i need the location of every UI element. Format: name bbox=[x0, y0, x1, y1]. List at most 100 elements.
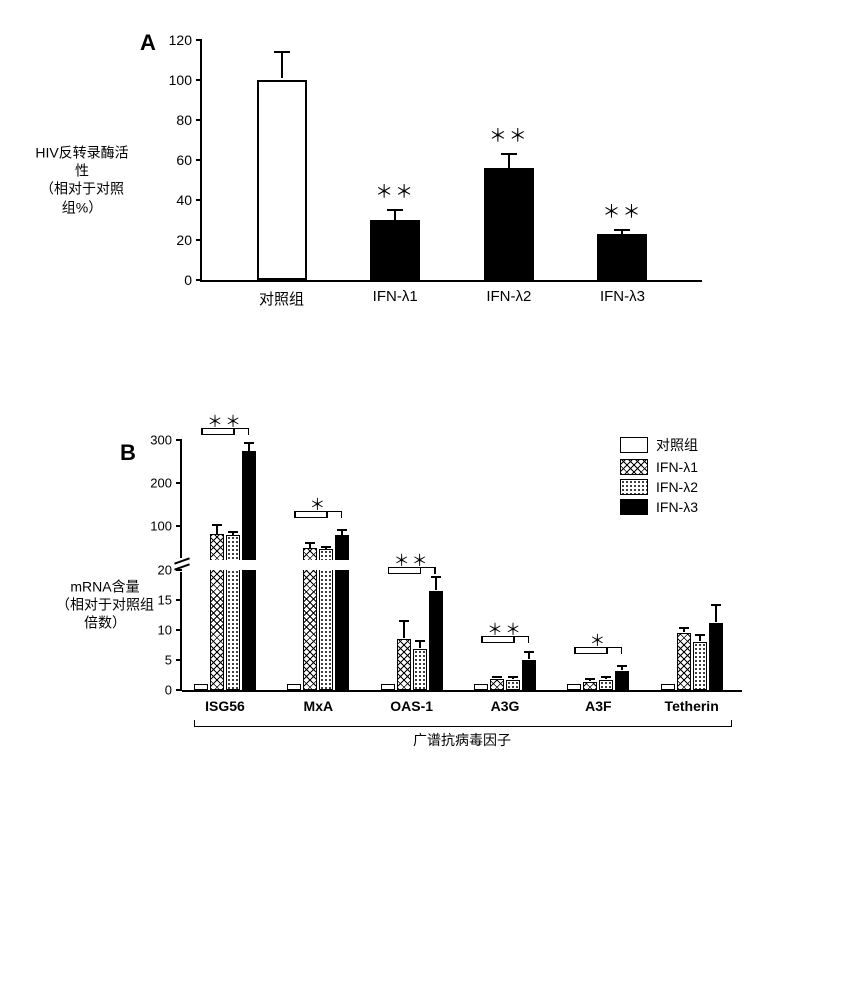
chart-b-errorcap bbox=[695, 634, 705, 636]
chart-b-errorbar bbox=[419, 641, 421, 648]
chart-b-bar bbox=[522, 660, 536, 690]
chart-b-bar bbox=[287, 684, 301, 690]
chart-a-errorcap bbox=[501, 153, 517, 155]
chart-b-errorbar bbox=[403, 621, 405, 638]
chart-a-xlabel: IFN-λ3 bbox=[600, 280, 645, 305]
chart-b: mRNA含量 （相对于对照组倍数） 05101520100200300ISG56… bbox=[100, 430, 780, 780]
legend-item: IFN-λ3 bbox=[620, 499, 698, 515]
legend-item: 对照组 bbox=[620, 435, 698, 455]
chart-a-ytick-label: 80 bbox=[176, 112, 202, 128]
chart-b-bar bbox=[210, 534, 224, 560]
chart-b-errorcap bbox=[524, 651, 534, 653]
chart-b-ytick-label: 15 bbox=[158, 593, 182, 608]
chart-a-errorbar bbox=[281, 52, 283, 78]
chart-b-bar bbox=[474, 684, 488, 690]
chart-b-xlabel: MxA bbox=[304, 698, 334, 714]
chart-b-errorcap bbox=[415, 640, 425, 642]
chart-b-errorcap bbox=[305, 542, 315, 544]
chart-a-xlabel: 对照组 bbox=[259, 280, 304, 309]
chart-b-lower-segment bbox=[182, 570, 742, 692]
chart-b-ylabel: mRNA含量 （相对于对照组倍数） bbox=[50, 578, 160, 633]
chart-b-bar bbox=[599, 680, 613, 690]
chart-b-bar bbox=[303, 548, 317, 560]
chart-b-sig: ＊＊ bbox=[207, 408, 243, 432]
legend-swatch bbox=[620, 459, 648, 475]
chart-b-errorcap bbox=[337, 529, 347, 531]
chart-b-errorcap bbox=[508, 676, 518, 678]
chart-a-bar bbox=[597, 234, 647, 280]
chart-b-xtitle: 广谱抗病毒因子 bbox=[413, 730, 511, 750]
chart-b-bar bbox=[226, 535, 240, 560]
chart-b-errorcap bbox=[679, 627, 689, 629]
chart-a-errorcap bbox=[614, 229, 630, 231]
chart-b-xlabel: OAS-1 bbox=[390, 698, 433, 714]
chart-b-xbracket bbox=[194, 720, 732, 727]
chart-b-sig: ＊ bbox=[309, 491, 327, 515]
chart-b-bar bbox=[319, 570, 333, 690]
chart-b-xlabel: A3F bbox=[585, 698, 611, 714]
chart-b-sig: ＊＊ bbox=[487, 616, 523, 640]
chart-b-bar bbox=[615, 671, 629, 690]
chart-b-bar bbox=[194, 684, 208, 690]
legend-swatch bbox=[620, 437, 648, 453]
chart-b-errorcap bbox=[585, 678, 595, 680]
chart-b-errorcap bbox=[492, 676, 502, 678]
chart-b-bar bbox=[335, 535, 349, 560]
chart-b-errorbar bbox=[435, 577, 437, 590]
chart-b-bar bbox=[210, 570, 224, 690]
chart-b-errorcap bbox=[244, 442, 254, 444]
legend-swatch bbox=[620, 479, 648, 495]
chart-b-bar bbox=[397, 639, 411, 690]
chart-b-bar bbox=[242, 451, 256, 560]
chart-a-xlabel: IFN-λ1 bbox=[373, 280, 418, 305]
chart-b-bar bbox=[567, 684, 581, 690]
chart-b-ytick-label: 0 bbox=[165, 683, 182, 698]
chart-b-errorcap bbox=[601, 676, 611, 678]
chart-b-bar bbox=[583, 682, 597, 690]
chart-b-bar bbox=[661, 684, 675, 690]
chart-a-bar bbox=[484, 168, 534, 280]
chart-b-errorcap bbox=[321, 546, 331, 548]
chart-a-errorcap bbox=[387, 209, 403, 211]
chart-b-errorcap bbox=[399, 620, 409, 622]
chart-b-sig-subbracket bbox=[201, 434, 233, 435]
chart-b-sig-subbracket bbox=[294, 517, 326, 518]
chart-b-sig-subbracket bbox=[481, 642, 513, 643]
chart-a-ytick-label: 40 bbox=[176, 192, 202, 208]
chart-a-bar bbox=[257, 80, 307, 280]
chart-b-bar bbox=[413, 649, 427, 690]
chart-a-plot-area: 020406080100120对照组IFN-λ1＊＊IFN-λ2＊＊IFN-λ3… bbox=[200, 40, 702, 282]
chart-b-bar bbox=[226, 570, 240, 690]
chart-b-bar bbox=[677, 633, 691, 690]
chart-b-ytick-label: 200 bbox=[150, 475, 182, 490]
chart-a-ytick-label: 100 bbox=[169, 72, 202, 88]
legend-swatch bbox=[620, 499, 648, 515]
chart-a-sig: ＊＊ bbox=[602, 198, 642, 224]
chart-b-ytick-label: 5 bbox=[165, 653, 182, 668]
chart-b-ytick-label: 10 bbox=[158, 623, 182, 638]
chart-b-bar bbox=[381, 684, 395, 690]
chart-b-bar bbox=[335, 570, 349, 690]
legend-label: 对照组 bbox=[656, 435, 698, 455]
chart-a-ytick-label: 60 bbox=[176, 152, 202, 168]
chart-b-bar bbox=[303, 570, 317, 690]
figure: A HIV反转录酶活性 （相对于对照组%） 020406080100120对照组… bbox=[20, 30, 860, 780]
legend-label: IFN-λ1 bbox=[656, 459, 698, 475]
chart-b-bar bbox=[709, 623, 723, 690]
chart-b-bar bbox=[506, 680, 520, 690]
chart-b-bar bbox=[319, 549, 333, 560]
legend-item: IFN-λ1 bbox=[620, 459, 698, 475]
chart-b-bar bbox=[242, 570, 256, 690]
chart-b-sig-subbracket bbox=[574, 653, 606, 654]
chart-b-sig-subbracket bbox=[388, 573, 420, 574]
chart-a-sig: ＊＊ bbox=[489, 122, 529, 148]
chart-a-ytick-label: 20 bbox=[176, 232, 202, 248]
chart-b-bar bbox=[429, 591, 443, 690]
chart-a-sig: ＊＊ bbox=[375, 178, 415, 204]
legend-label: IFN-λ2 bbox=[656, 479, 698, 495]
chart-a-bar bbox=[370, 220, 420, 280]
chart-a-errorcap bbox=[274, 51, 290, 53]
chart-b-errorcap bbox=[228, 531, 238, 533]
chart-b-ytick-label: 100 bbox=[150, 518, 182, 533]
chart-a-ytick-label: 120 bbox=[169, 32, 202, 48]
